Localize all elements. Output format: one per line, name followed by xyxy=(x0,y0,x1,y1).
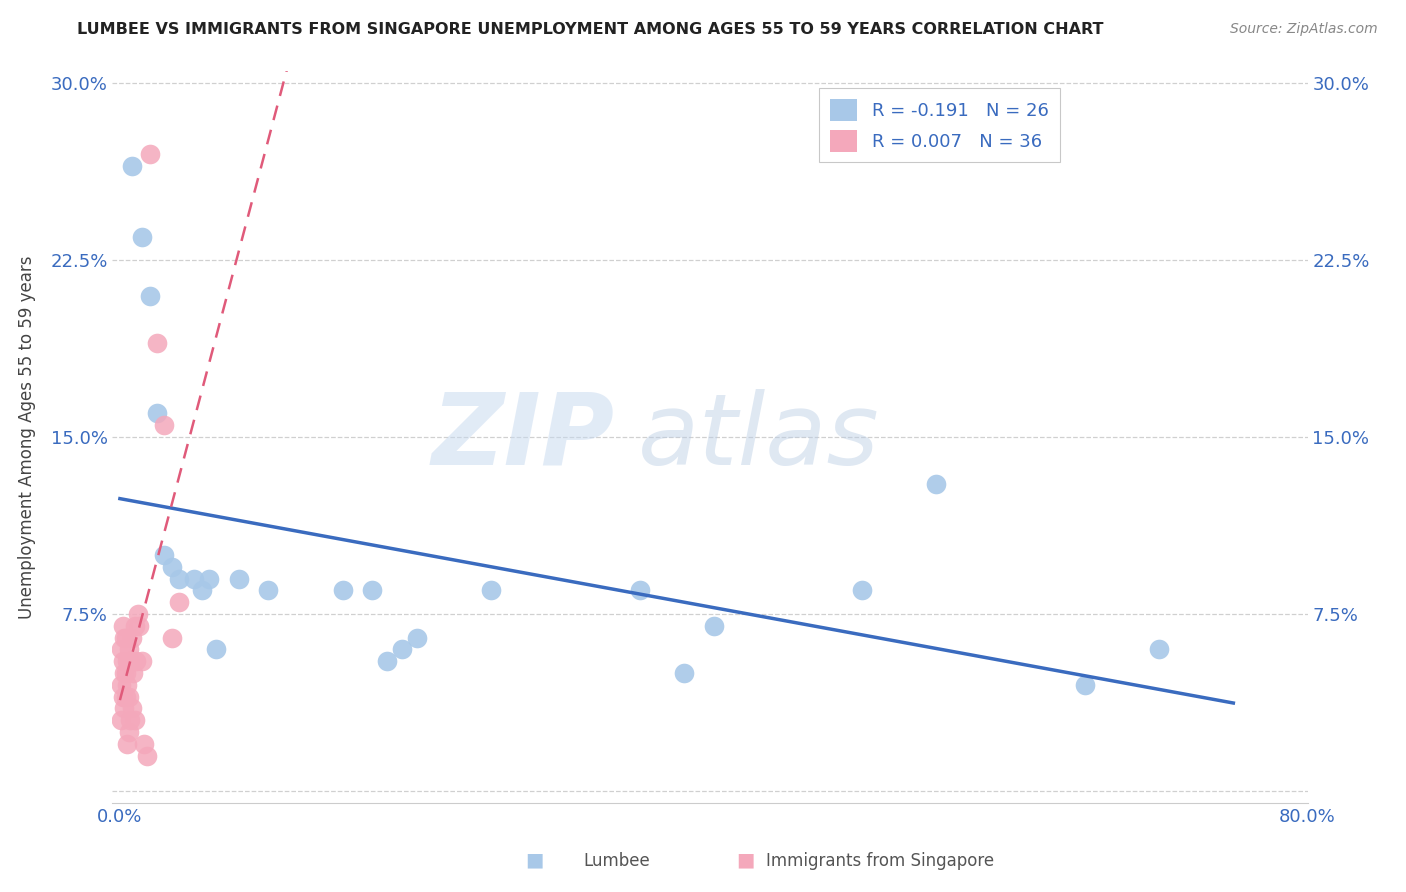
Point xyxy=(117,737,139,751)
Point xyxy=(198,572,221,586)
Point xyxy=(121,701,143,715)
Point xyxy=(332,583,354,598)
Point xyxy=(1147,642,1170,657)
Point xyxy=(131,654,153,668)
Text: ■: ■ xyxy=(524,851,544,870)
Point xyxy=(110,678,132,692)
Point xyxy=(146,335,169,350)
Point xyxy=(125,654,148,668)
Point xyxy=(132,737,155,751)
Point xyxy=(257,583,280,598)
Text: Source: ZipAtlas.com: Source: ZipAtlas.com xyxy=(1230,22,1378,37)
Point xyxy=(205,642,228,657)
Point xyxy=(405,631,427,645)
Point xyxy=(925,477,948,491)
Point xyxy=(112,666,135,681)
Point xyxy=(135,748,157,763)
Point xyxy=(118,642,141,657)
Point xyxy=(112,631,135,645)
Point xyxy=(128,619,150,633)
Point xyxy=(122,666,145,681)
Point xyxy=(169,595,191,609)
Point xyxy=(153,548,176,562)
Point xyxy=(127,607,149,621)
Point xyxy=(111,690,134,704)
Point xyxy=(1074,678,1097,692)
Text: atlas: atlas xyxy=(638,389,880,485)
Text: ■: ■ xyxy=(735,851,755,870)
Text: Immigrants from Singapore: Immigrants from Singapore xyxy=(766,852,994,870)
Point xyxy=(153,418,176,433)
Point xyxy=(138,288,160,302)
Point xyxy=(673,666,696,681)
Text: LUMBEE VS IMMIGRANTS FROM SINGAPORE UNEMPLOYMENT AMONG AGES 55 TO 59 YEARS CORRE: LUMBEE VS IMMIGRANTS FROM SINGAPORE UNEM… xyxy=(77,22,1104,37)
Point xyxy=(138,147,160,161)
Point xyxy=(124,619,146,633)
Point xyxy=(118,725,141,739)
Point xyxy=(375,654,398,668)
Point xyxy=(117,678,139,692)
Point xyxy=(146,407,169,421)
Point xyxy=(131,229,153,244)
Point xyxy=(112,701,135,715)
Point xyxy=(110,642,132,657)
Point xyxy=(628,583,651,598)
Point xyxy=(124,713,146,727)
Point xyxy=(115,666,138,681)
Point xyxy=(120,713,142,727)
Point xyxy=(228,572,250,586)
Point xyxy=(110,713,132,727)
Y-axis label: Unemployment Among Ages 55 to 59 years: Unemployment Among Ages 55 to 59 years xyxy=(18,255,37,619)
Point xyxy=(121,631,143,645)
Point xyxy=(111,619,134,633)
Point xyxy=(118,690,141,704)
Point xyxy=(391,642,413,657)
Point xyxy=(121,159,143,173)
Point xyxy=(160,559,183,574)
Text: Lumbee: Lumbee xyxy=(583,852,650,870)
Point xyxy=(111,654,134,668)
Point xyxy=(120,654,142,668)
Point xyxy=(479,583,502,598)
Point xyxy=(169,572,191,586)
Point xyxy=(851,583,873,598)
Point xyxy=(117,654,139,668)
Legend: R = -0.191   N = 26, R = 0.007   N = 36: R = -0.191 N = 26, R = 0.007 N = 36 xyxy=(820,87,1060,162)
Point xyxy=(160,631,183,645)
Point xyxy=(703,619,725,633)
Point xyxy=(115,631,138,645)
Point xyxy=(361,583,384,598)
Text: ZIP: ZIP xyxy=(432,389,614,485)
Point xyxy=(183,572,205,586)
Point xyxy=(115,690,138,704)
Point xyxy=(190,583,212,598)
